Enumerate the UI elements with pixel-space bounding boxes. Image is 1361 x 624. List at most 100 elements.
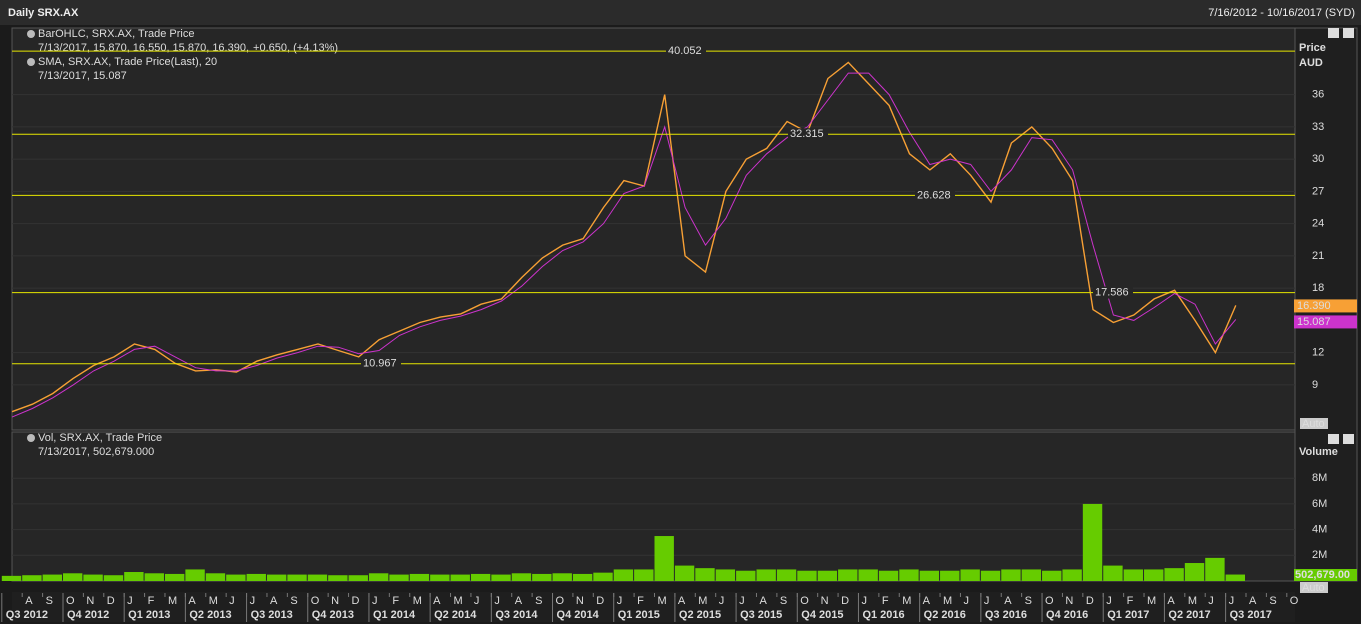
volume-bar xyxy=(470,573,491,581)
x-tick-label: A xyxy=(1249,595,1257,607)
legend-icon xyxy=(27,58,35,66)
quarter-label: Q1 2013 xyxy=(128,609,170,621)
volume-bar xyxy=(62,573,83,581)
volume-bar xyxy=(715,569,736,581)
maximize-button[interactable] xyxy=(1328,28,1339,38)
x-tick-label: J xyxy=(984,595,990,607)
volume-bar xyxy=(654,536,674,581)
x-tick-label: O xyxy=(311,595,320,607)
last-value-label: 15.087 xyxy=(1297,316,1331,328)
volume-bar xyxy=(1184,563,1205,581)
x-tick-label: J xyxy=(127,595,133,607)
volume-bar xyxy=(858,569,878,581)
quarter-label: Q1 2014 xyxy=(373,609,416,621)
y-axis-title: Volume xyxy=(1299,446,1338,458)
x-tick-label: J xyxy=(739,595,745,607)
quarter-label: Q1 2015 xyxy=(618,609,660,621)
y-tick-label: 2M xyxy=(1312,549,1327,561)
level-label-bg xyxy=(666,45,706,58)
x-tick-label: O xyxy=(66,595,75,607)
y-tick-label: 24 xyxy=(1312,218,1324,230)
x-tick-label: O xyxy=(800,595,809,607)
volume-bar xyxy=(878,570,899,581)
quarter-label: Q2 2015 xyxy=(679,609,721,621)
volume-bar xyxy=(307,574,328,581)
quarter-label: Q3 2015 xyxy=(740,609,782,621)
x-tick-label: N xyxy=(86,595,94,607)
level-label-bg xyxy=(788,128,828,141)
quarter-label: Q2 2013 xyxy=(189,609,231,621)
x-tick-label: J xyxy=(229,595,235,607)
x-tick-label: J xyxy=(1106,595,1112,607)
legend-name: SMA, SRX.AX, Trade Price(Last), 20 xyxy=(38,56,217,68)
y-tick-label: 4M xyxy=(1312,524,1327,536)
level-label: 10.967 xyxy=(363,358,397,370)
volume-bar xyxy=(164,573,185,581)
y-tick-label: 18 xyxy=(1312,282,1324,294)
quarter-label: Q4 2013 xyxy=(312,609,354,621)
x-tick-label: M xyxy=(943,595,952,607)
x-tick-label: M xyxy=(454,595,463,607)
x-tick-label: M xyxy=(209,595,218,607)
volume-bar xyxy=(124,572,144,581)
volume-bar xyxy=(389,574,409,581)
scale-mode: Auto xyxy=(1302,582,1325,594)
x-tick-label: M xyxy=(902,595,911,607)
y-axis-unit: AUD xyxy=(1299,57,1323,69)
volume-bar xyxy=(1164,568,1184,581)
volume-bar xyxy=(409,573,430,581)
y-tick-label: 27 xyxy=(1312,185,1324,197)
x-tick-label: F xyxy=(882,595,889,607)
x-tick-label: F xyxy=(637,595,644,607)
price-line xyxy=(11,61,1237,413)
close-button[interactable] xyxy=(1343,434,1354,444)
volume-bar xyxy=(532,573,552,581)
quarter-label: Q3 2017 xyxy=(1230,609,1272,621)
quarter-label: Q1 2016 xyxy=(862,609,904,621)
legend-detail: 7/13/2017, 502,679.000 xyxy=(38,446,154,458)
x-tick-label: D xyxy=(841,595,849,607)
volume-bar xyxy=(205,573,226,581)
scale-mode: Auto xyxy=(1302,418,1325,430)
quarter-label: Q3 2014 xyxy=(495,609,538,621)
x-tick-label: S xyxy=(1269,595,1276,607)
x-tick-label: S xyxy=(46,595,53,607)
level-label: 40.052 xyxy=(668,45,702,57)
panel-buttons[interactable] xyxy=(1328,28,1354,444)
volume-bar xyxy=(899,569,919,581)
x-tick-label: J xyxy=(719,595,725,607)
x-tick-label: M xyxy=(1188,595,1197,607)
volume-bar xyxy=(695,568,715,581)
x-tick-label: O xyxy=(1045,595,1054,607)
quarter-label: Q3 2012 xyxy=(6,609,48,621)
volume-bar xyxy=(919,570,940,581)
x-tick-label: M xyxy=(698,595,707,607)
x-tick-label: A xyxy=(1004,595,1012,607)
volume-bar xyxy=(613,569,634,581)
x-tick-label: D xyxy=(107,595,115,607)
x-tick-label: J xyxy=(474,595,480,607)
last-value-box xyxy=(1294,299,1357,313)
x-tick-label: N xyxy=(331,595,339,607)
volume-bar xyxy=(491,574,511,581)
volume-bar xyxy=(1062,569,1082,581)
volume-bar xyxy=(572,573,593,581)
quarter-label: Q4 2012 xyxy=(67,609,109,621)
x-tick-label: J xyxy=(861,595,867,607)
y-tick-label: 30 xyxy=(1312,153,1324,165)
volume-bar xyxy=(552,573,572,581)
legend-name: BarOHLC, SRX.AX, Trade Price xyxy=(38,28,195,40)
maximize-button[interactable] xyxy=(1328,434,1339,444)
level-label: 17.586 xyxy=(1095,286,1129,298)
volume-bar xyxy=(144,573,164,581)
volume-bar xyxy=(1205,557,1225,581)
volume-bar xyxy=(42,574,62,581)
y-tick-label: 12 xyxy=(1312,347,1324,359)
x-tick-label: A xyxy=(515,595,523,607)
chart-title: Daily SRX.AX xyxy=(8,7,79,19)
quarter-label: Q3 2013 xyxy=(251,609,293,621)
volume-bar xyxy=(246,573,266,581)
close-button[interactable] xyxy=(1343,28,1354,38)
x-tick-label: A xyxy=(759,595,767,607)
